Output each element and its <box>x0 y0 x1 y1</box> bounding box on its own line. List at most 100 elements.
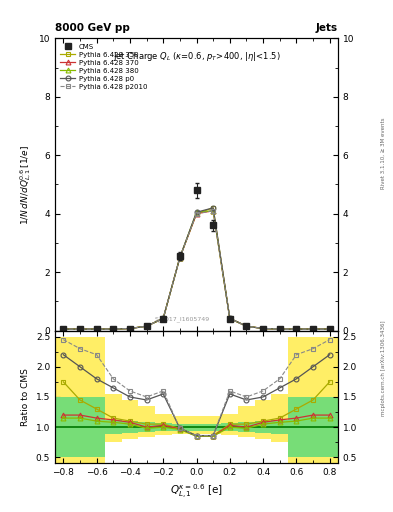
Line: Pythia 6.428 p2010: Pythia 6.428 p2010 <box>61 208 332 332</box>
Pythia 6.428 370 <box>294 326 299 332</box>
Pythia 6.428 p2010 <box>294 326 299 332</box>
Pythia 6.428 p2010 <box>144 323 149 329</box>
Pythia 6.428 p0 <box>261 326 265 332</box>
Pythia 6.428 p2010 <box>310 326 315 332</box>
Pythia 6.428 p2010 <box>277 326 282 332</box>
Pythia 6.428 p0 <box>211 205 215 211</box>
Pythia 6.428 p2010 <box>111 326 116 332</box>
Pythia 6.428 p2010 <box>161 315 165 322</box>
Pythia 6.428 350 <box>228 315 232 322</box>
Pythia 6.428 p2010 <box>94 326 99 332</box>
Pythia 6.428 370 <box>244 323 249 329</box>
Pythia 6.428 350 <box>294 326 299 332</box>
Pythia 6.428 350 <box>327 326 332 332</box>
Pythia 6.428 380 <box>211 208 215 214</box>
Text: Jets: Jets <box>316 23 338 33</box>
Pythia 6.428 350 <box>194 210 199 217</box>
Pythia 6.428 370 <box>161 315 165 322</box>
Y-axis label: $1/N\,dN/dQ^{0.6}_{L,1}\,[1/e]$: $1/N\,dN/dQ^{0.6}_{L,1}\,[1/e]$ <box>18 144 33 225</box>
Pythia 6.428 350 <box>111 326 116 332</box>
Pythia 6.428 370 <box>310 326 315 332</box>
Pythia 6.428 370 <box>261 326 265 332</box>
Pythia 6.428 380 <box>327 326 332 332</box>
Pythia 6.428 p0 <box>78 326 83 332</box>
Pythia 6.428 370 <box>78 326 83 332</box>
Pythia 6.428 370 <box>277 326 282 332</box>
Line: Pythia 6.428 p0: Pythia 6.428 p0 <box>61 205 332 332</box>
Pythia 6.428 380 <box>161 315 165 322</box>
Pythia 6.428 p0 <box>294 326 299 332</box>
Pythia 6.428 370 <box>111 326 116 332</box>
Pythia 6.428 370 <box>194 210 199 217</box>
Text: S_2017_I1605749: S_2017_I1605749 <box>155 316 210 322</box>
Pythia 6.428 p0 <box>194 209 199 216</box>
Pythia 6.428 380 <box>244 323 249 329</box>
Pythia 6.428 350 <box>61 326 66 332</box>
Pythia 6.428 p0 <box>244 323 249 329</box>
Pythia 6.428 380 <box>261 326 265 332</box>
Pythia 6.428 p0 <box>310 326 315 332</box>
Pythia 6.428 380 <box>144 323 149 329</box>
Pythia 6.428 350 <box>211 205 215 211</box>
Pythia 6.428 380 <box>178 254 182 261</box>
Line: Pythia 6.428 380: Pythia 6.428 380 <box>61 208 332 332</box>
Y-axis label: Ratio to CMS: Ratio to CMS <box>21 368 30 426</box>
Text: 8000 GeV pp: 8000 GeV pp <box>55 23 130 33</box>
Pythia 6.428 370 <box>211 208 215 214</box>
Text: Jet Charge $Q_L$ ($\kappa$=0.6, $p_T\!>\!400$, $|\eta|\!<\!1.5$): Jet Charge $Q_L$ ($\kappa$=0.6, $p_T\!>\… <box>112 50 281 63</box>
Pythia 6.428 370 <box>327 326 332 332</box>
Pythia 6.428 370 <box>128 326 132 332</box>
Text: mcplots.cern.ch [arXiv:1306.3436]: mcplots.cern.ch [arXiv:1306.3436] <box>381 321 386 416</box>
Line: Pythia 6.428 370: Pythia 6.428 370 <box>61 208 332 332</box>
Pythia 6.428 p2010 <box>327 326 332 332</box>
Pythia 6.428 350 <box>178 254 182 261</box>
Pythia 6.428 p0 <box>277 326 282 332</box>
Pythia 6.428 380 <box>194 209 199 216</box>
Pythia 6.428 p2010 <box>128 326 132 332</box>
Pythia 6.428 p2010 <box>211 208 215 214</box>
Pythia 6.428 p2010 <box>228 315 232 322</box>
Pythia 6.428 370 <box>178 254 182 261</box>
Pythia 6.428 370 <box>94 326 99 332</box>
Pythia 6.428 p0 <box>111 326 116 332</box>
Pythia 6.428 p2010 <box>178 254 182 261</box>
Pythia 6.428 350 <box>128 326 132 332</box>
Pythia 6.428 p0 <box>94 326 99 332</box>
Pythia 6.428 350 <box>244 323 249 329</box>
Pythia 6.428 350 <box>277 326 282 332</box>
Pythia 6.428 370 <box>61 326 66 332</box>
Pythia 6.428 350 <box>261 326 265 332</box>
Pythia 6.428 380 <box>294 326 299 332</box>
Pythia 6.428 380 <box>277 326 282 332</box>
Pythia 6.428 p2010 <box>61 326 66 332</box>
Pythia 6.428 350 <box>310 326 315 332</box>
X-axis label: $Q^{\kappa=0.6}_{L,1}$ [e]: $Q^{\kappa=0.6}_{L,1}$ [e] <box>170 483 223 501</box>
Pythia 6.428 370 <box>144 323 149 329</box>
Pythia 6.428 380 <box>78 326 83 332</box>
Text: Rivet 3.1.10, ≥ 3M events: Rivet 3.1.10, ≥ 3M events <box>381 118 386 189</box>
Pythia 6.428 350 <box>161 315 165 322</box>
Pythia 6.428 380 <box>94 326 99 332</box>
Pythia 6.428 p2010 <box>78 326 83 332</box>
Pythia 6.428 350 <box>94 326 99 332</box>
Pythia 6.428 350 <box>144 323 149 329</box>
Pythia 6.428 380 <box>310 326 315 332</box>
Legend: CMS, Pythia 6.428 350, Pythia 6.428 370, Pythia 6.428 380, Pythia 6.428 p0, Pyth: CMS, Pythia 6.428 350, Pythia 6.428 370,… <box>59 42 149 91</box>
Pythia 6.428 p2010 <box>261 326 265 332</box>
Pythia 6.428 p0 <box>178 254 182 261</box>
Pythia 6.428 p0 <box>161 315 165 322</box>
Pythia 6.428 380 <box>128 326 132 332</box>
Pythia 6.428 p0 <box>144 323 149 329</box>
Pythia 6.428 p2010 <box>244 323 249 329</box>
Pythia 6.428 350 <box>78 326 83 332</box>
Pythia 6.428 370 <box>228 315 232 322</box>
Pythia 6.428 p2010 <box>194 210 199 217</box>
Pythia 6.428 p0 <box>228 315 232 322</box>
Pythia 6.428 380 <box>61 326 66 332</box>
Pythia 6.428 380 <box>111 326 116 332</box>
Pythia 6.428 380 <box>228 315 232 322</box>
Pythia 6.428 p0 <box>128 326 132 332</box>
Pythia 6.428 p0 <box>61 326 66 332</box>
Pythia 6.428 p0 <box>327 326 332 332</box>
Line: Pythia 6.428 350: Pythia 6.428 350 <box>61 205 332 332</box>
